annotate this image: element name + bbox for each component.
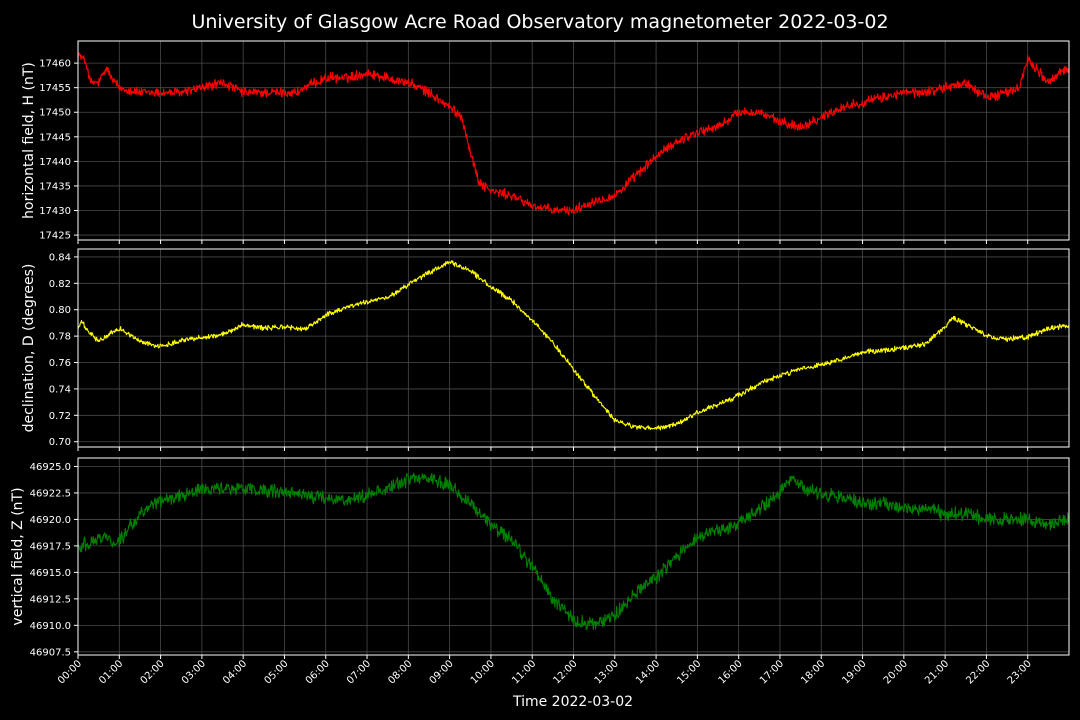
y-tick-label-6: 46922.5 <box>30 488 71 499</box>
panel-3: 46907.5 46910.0 46912.5 46915.0 46917.5 46920… <box>10 457 1070 659</box>
series-line-3 <box>77 472 1070 631</box>
series-line-1 <box>77 52 1070 216</box>
y-tick-label-4: 46917.5 <box>30 541 71 552</box>
chart-title: University of Glasgow Acre Road Observat… <box>191 11 888 33</box>
y-tick-label-2: 46912.5 <box>30 594 71 605</box>
y-axis-label-3: vertical field, Z (nT) <box>10 487 26 625</box>
y-tick-label-7: 46925.0 <box>30 462 71 473</box>
y-tick-label-4: 17445 <box>39 132 71 143</box>
panel-frame-1 <box>77 40 1070 241</box>
y-tick-label-1: 46910.0 <box>30 621 71 632</box>
y-tick-label-4: 0.78 <box>49 332 71 343</box>
y-tick-label-7: 17460 <box>39 59 71 70</box>
series-line-2 <box>77 260 1070 431</box>
panel-frame-2 <box>77 248 1070 448</box>
y-tick-label-5: 0.80 <box>49 305 71 316</box>
y-tick-label-2: 17435 <box>39 181 71 192</box>
y-tick-label-1: 17430 <box>39 206 71 217</box>
y-tick-label-3: 0.76 <box>49 358 71 369</box>
y-tick-label-1: 0.72 <box>49 411 71 422</box>
y-tick-label-3: 46915.0 <box>30 568 71 579</box>
x-axis-label: Time 2022-03-02 <box>512 694 633 710</box>
y-axis-label-2: declination, D (degrees) <box>21 264 37 433</box>
y-tick-label-0: 46907.5 <box>30 647 71 658</box>
y-tick-label-6: 17455 <box>39 83 71 94</box>
panel-1: 17425 17430 17435 17440 17445 17450 17455 17460… <box>21 40 1070 244</box>
panels-group: 17425 17430 17435 17440 17445 17450 17455 17460… <box>10 40 1070 659</box>
panel-frame-3 <box>77 457 1070 656</box>
y-tick-label-0: 0.70 <box>49 437 71 448</box>
y-tick-label-5: 46920.0 <box>30 515 71 526</box>
y-tick-label-5: 17450 <box>39 108 71 119</box>
y-tick-label-3: 17440 <box>39 157 71 168</box>
y-axis-label-1: horizontal field, H (nT) <box>21 62 37 219</box>
y-tick-label-7: 0.84 <box>49 252 71 263</box>
y-tick-label-6: 0.82 <box>49 279 71 290</box>
panel-2: 0.70 0.72 0.74 0.76 0.78 0.80 0.82 0.84 declinat… <box>21 248 1070 451</box>
y-tick-label-0: 17425 <box>39 231 71 242</box>
y-tick-label-2: 0.74 <box>49 384 71 395</box>
